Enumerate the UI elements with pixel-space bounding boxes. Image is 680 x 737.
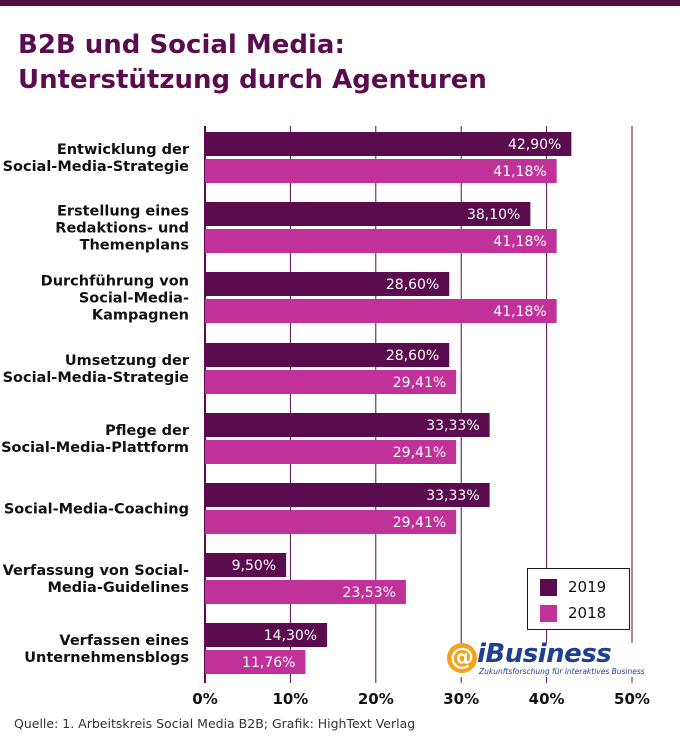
x-tick-label-40: 40% <box>529 690 565 708</box>
data-label-2018-1: 41,18% <box>493 234 546 250</box>
data-label-2018-7: 11,76% <box>242 655 295 671</box>
x-tick-label-50: 50% <box>614 690 650 708</box>
bar-2018-6 <box>205 580 406 604</box>
category-label-1-2: Themenplans <box>80 238 189 254</box>
x-tick-label-10: 10% <box>272 690 308 708</box>
bar-2018-5 <box>205 510 457 534</box>
bar-2019-5 <box>205 483 490 507</box>
data-label-2018-2: 41,18% <box>493 304 546 320</box>
data-label-2018-3: 29,41% <box>393 375 446 391</box>
bar-2019-0 <box>205 132 572 156</box>
legend-label-2019: 2019 <box>568 578 607 596</box>
data-label-2018-0: 41,18% <box>493 164 546 180</box>
bar-2018-7 <box>205 650 306 674</box>
category-label-5-0: Social-Media-Coaching <box>4 502 189 518</box>
x-tick-label-20: 20% <box>358 690 394 708</box>
x-tick-label-0: 0% <box>192 690 217 708</box>
category-label-0-1: Social-Media-Strategie <box>3 159 190 175</box>
legend-swatch-2018 <box>540 604 557 622</box>
legend-item-2018: 2018 <box>540 604 606 622</box>
legend-swatch-2019 <box>540 578 557 596</box>
logo-wordmark: iBusiness <box>477 639 612 669</box>
category-label-0-0: Entwicklung der <box>57 142 190 158</box>
data-label-2019-3: 28,60% <box>386 348 439 364</box>
category-label-1-0: Erstellung eines <box>57 204 189 220</box>
bar-2018-4 <box>205 440 457 464</box>
bar-2019-3 <box>205 343 450 367</box>
data-label-2019-0: 42,90% <box>508 137 561 153</box>
category-label-6-1: Media-Guidelines <box>47 580 189 596</box>
bar-2019-7 <box>205 623 328 647</box>
category-label-3-0: Umsetzung der <box>65 353 190 369</box>
at-icon: @ <box>447 643 477 673</box>
bar-2018-0 <box>205 159 557 183</box>
x-tick-label-30: 30% <box>443 690 479 708</box>
data-label-2019-2: 28,60% <box>386 277 439 293</box>
legend-item-2019: 2019 <box>540 578 606 596</box>
top-stripe <box>0 0 680 6</box>
bar-2018-3 <box>205 370 457 394</box>
category-label-6-0: Verfassung von Social- <box>3 563 189 579</box>
category-label-3-1: Social-Media-Strategie <box>3 370 190 386</box>
legend: 2019 2018 <box>527 568 630 630</box>
chart-title-line-2: Unterstützung durch Agenturen <box>18 65 487 95</box>
bar-2019-4 <box>205 413 490 437</box>
data-label-2019-6: 9,50% <box>232 558 276 574</box>
bar-2018-1 <box>205 229 557 253</box>
chart-title-line-1: B2B und Social Media: <box>18 30 345 60</box>
category-label-7-0: Verfassen eines <box>59 633 189 649</box>
data-label-2019-5: 33,33% <box>426 488 479 504</box>
bar-2019-6 <box>205 553 287 577</box>
data-label-2019-7: 14,30% <box>264 628 317 644</box>
data-label-2019-4: 33,33% <box>426 418 479 434</box>
logo-tagline: Zukunftsforschung für interaktives Busin… <box>479 667 645 676</box>
category-label-4-1: Social-Media-Plattform <box>1 440 189 456</box>
source-note: Quelle: 1. Arbeitskreis Social Media B2B… <box>14 716 416 731</box>
data-label-2018-4: 29,41% <box>393 445 446 461</box>
legend-label-2018: 2018 <box>568 604 607 622</box>
category-label-2-2: Kampagnen <box>92 308 189 324</box>
data-label-2018-5: 29,41% <box>393 515 446 531</box>
bar-2018-2 <box>205 299 557 323</box>
category-label-2-0: Durchführung von <box>41 274 189 290</box>
ibusiness-logo: @ iBusiness Zukunftsforschung für intera… <box>447 639 645 677</box>
bar-2019-2 <box>205 272 450 296</box>
category-label-2-1: Social-Media- <box>79 291 189 307</box>
data-label-2019-1: 38,10% <box>467 207 520 223</box>
category-label-7-1: Unternehmensblogs <box>24 650 189 666</box>
category-label-1-1: Redaktions- und <box>55 221 189 237</box>
bar-2019-1 <box>205 202 531 226</box>
data-label-2018-6: 23,53% <box>343 585 396 601</box>
chart-title: B2B und Social Media: Unterstützung durc… <box>18 28 658 98</box>
category-label-4-0: Pflege der <box>105 423 190 439</box>
